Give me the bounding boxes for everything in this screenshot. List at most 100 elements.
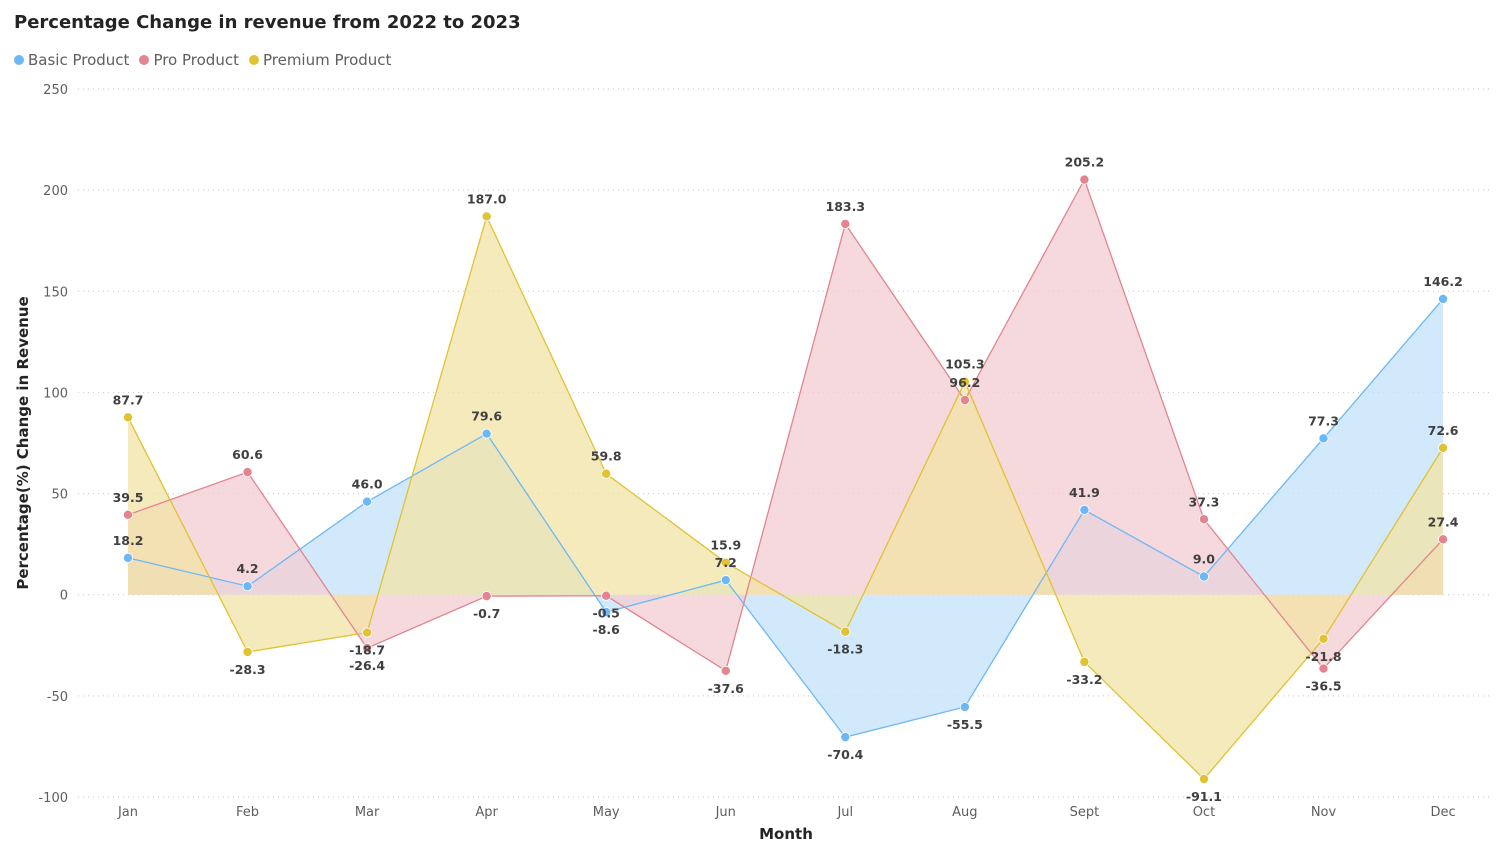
data-point[interactable] bbox=[362, 496, 373, 507]
data-point[interactable] bbox=[1198, 514, 1209, 525]
data-label: 72.6 bbox=[1428, 423, 1459, 438]
data-point[interactable] bbox=[840, 732, 851, 743]
data-point[interactable] bbox=[242, 581, 253, 592]
x-tick-label: Dec bbox=[1430, 805, 1455, 820]
data-point[interactable] bbox=[959, 701, 970, 712]
data-label: -28.3 bbox=[230, 662, 266, 677]
data-point[interactable] bbox=[1318, 433, 1329, 444]
series-lines bbox=[127, 178, 1444, 780]
data-label: 4.2 bbox=[236, 561, 258, 576]
y-tick-label: 250 bbox=[43, 83, 68, 98]
y-axis-title: Percentage(%) Change in Revenue bbox=[14, 296, 32, 589]
data-point[interactable] bbox=[1438, 442, 1449, 453]
data-point[interactable] bbox=[1318, 663, 1329, 674]
y-tick-label: -100 bbox=[38, 791, 68, 806]
data-label: -0.5 bbox=[593, 606, 620, 621]
y-axis-ticks: -100 -50 0 50 100 150 200 250 bbox=[38, 83, 68, 806]
data-point[interactable] bbox=[720, 665, 731, 676]
data-label: -33.2 bbox=[1066, 672, 1102, 687]
data-point[interactable] bbox=[1079, 504, 1090, 515]
data-point[interactable] bbox=[840, 218, 851, 229]
data-label: 59.8 bbox=[591, 449, 622, 464]
data-point[interactable] bbox=[1438, 534, 1449, 545]
data-label: -70.4 bbox=[827, 747, 863, 762]
x-tick-label: Sept bbox=[1070, 805, 1100, 820]
data-point[interactable] bbox=[1198, 773, 1209, 784]
data-point[interactable] bbox=[720, 557, 731, 568]
data-label: 18.2 bbox=[113, 533, 144, 548]
data-label: 77.3 bbox=[1308, 413, 1339, 428]
data-label: 37.3 bbox=[1189, 494, 1220, 509]
x-tick-label: Apr bbox=[475, 805, 498, 820]
x-axis-ticks: Jan Feb Mar Apr May Jun Jul Aug Sept Oct Nov Dec bbox=[117, 805, 1456, 820]
data-label: -91.1 bbox=[1186, 789, 1222, 804]
data-labels: 18.2 4.2 46.0 79.6 -8.6 7.2 -70.4 -55.5 41.9 9.0 7… bbox=[113, 155, 1463, 804]
data-point[interactable] bbox=[123, 412, 134, 423]
x-tick-label: Jun bbox=[715, 805, 736, 820]
data-point[interactable] bbox=[601, 607, 612, 618]
data-label: 27.4 bbox=[1428, 514, 1459, 529]
series-areas bbox=[128, 179, 1444, 779]
x-tick-label: Aug bbox=[952, 805, 977, 820]
x-tick-label: Nov bbox=[1311, 805, 1337, 820]
data-point[interactable] bbox=[362, 643, 373, 654]
x-tick-label: Feb bbox=[236, 805, 259, 820]
data-point[interactable] bbox=[959, 395, 970, 406]
data-label: 79.6 bbox=[471, 409, 502, 424]
y-tick-label: 0 bbox=[60, 589, 68, 604]
data-point[interactable] bbox=[242, 467, 253, 478]
data-point[interactable] bbox=[481, 211, 492, 222]
series-line-0 bbox=[127, 298, 1444, 738]
legend-dot-basic bbox=[14, 55, 24, 65]
data-point[interactable] bbox=[123, 552, 134, 563]
x-tick-label: May bbox=[593, 805, 620, 820]
data-label: 183.3 bbox=[826, 199, 866, 214]
y-tick-label: 50 bbox=[51, 488, 68, 503]
y-tick-label: 200 bbox=[43, 184, 68, 199]
data-label: -37.6 bbox=[708, 681, 744, 696]
data-point[interactable] bbox=[601, 468, 612, 479]
data-point[interactable] bbox=[481, 591, 492, 602]
data-label: 7.2 bbox=[715, 555, 737, 570]
data-point[interactable] bbox=[601, 590, 612, 601]
chart-title: Percentage Change in revenue from 2022 t… bbox=[14, 12, 521, 33]
legend-dot-pro bbox=[139, 55, 150, 65]
data-point[interactable] bbox=[123, 509, 134, 520]
data-label: -26.4 bbox=[349, 658, 385, 673]
legend-dot-premium bbox=[248, 55, 259, 65]
series-points bbox=[123, 174, 1449, 784]
y-tick-label: -50 bbox=[47, 690, 68, 705]
data-point[interactable] bbox=[1079, 174, 1090, 185]
data-point[interactable] bbox=[362, 627, 373, 638]
data-label: -18.3 bbox=[827, 642, 863, 657]
legend-item-basic[interactable]: Basic Product bbox=[14, 51, 129, 69]
data-point[interactable] bbox=[242, 646, 253, 657]
data-label: 87.7 bbox=[113, 392, 144, 407]
x-tick-label: Oct bbox=[1193, 805, 1215, 820]
data-point[interactable] bbox=[1438, 293, 1449, 304]
legend-label-basic: Basic Product bbox=[28, 51, 130, 69]
x-axis-title: Month bbox=[759, 825, 813, 843]
data-label: 9.0 bbox=[1193, 552, 1215, 567]
data-point[interactable] bbox=[481, 428, 492, 439]
data-label: -18.7 bbox=[349, 643, 385, 658]
data-label: 39.5 bbox=[113, 490, 144, 505]
data-point[interactable] bbox=[959, 376, 970, 387]
data-label: 187.0 bbox=[467, 191, 507, 206]
data-point[interactable] bbox=[1318, 633, 1329, 644]
y-tick-label: 100 bbox=[43, 386, 68, 401]
legend-item-premium[interactable]: Premium Product bbox=[248, 51, 391, 69]
data-label: 60.6 bbox=[232, 447, 263, 462]
data-label: -21.8 bbox=[1305, 649, 1341, 664]
data-label: -0.7 bbox=[473, 606, 500, 621]
legend-item-pro[interactable]: Pro Product bbox=[139, 51, 239, 69]
data-point[interactable] bbox=[1079, 656, 1090, 667]
x-tick-label: Jul bbox=[836, 805, 853, 820]
data-label: 105.3 bbox=[945, 357, 985, 372]
data-point[interactable] bbox=[720, 575, 731, 586]
data-label: 205.2 bbox=[1065, 155, 1105, 170]
data-point[interactable] bbox=[840, 626, 851, 637]
data-label: 15.9 bbox=[710, 538, 741, 553]
data-point[interactable] bbox=[1198, 571, 1209, 582]
data-label: 46.0 bbox=[352, 477, 383, 492]
